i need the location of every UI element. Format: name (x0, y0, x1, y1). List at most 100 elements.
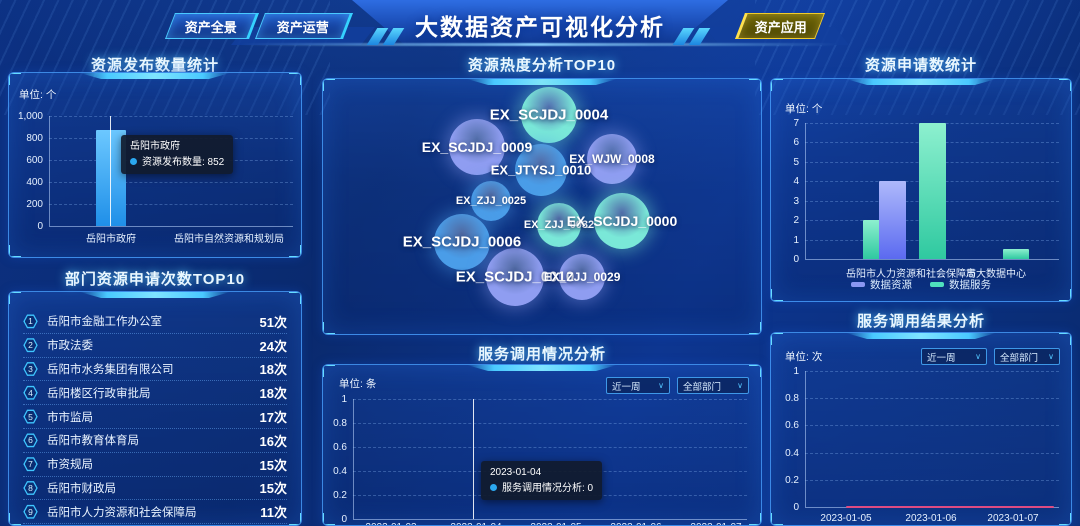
dept-name: 岳阳市金融工作办公室 (47, 316, 162, 329)
bubble-label: EX_SCJDJ_0004 (489, 106, 609, 124)
bar-数据服务-2[interactable] (863, 220, 881, 259)
request-count: 16次 (259, 433, 287, 449)
tooltip-title: 2023-01-04 (490, 467, 542, 478)
x-axis-label: 市大数据中心 (966, 269, 1026, 280)
dept-name: 岳阳市财政局 (47, 482, 116, 495)
legend-item[interactable]: 数据服务 (930, 277, 991, 292)
rank-number: 8 (28, 482, 33, 493)
y-axis-tick: 7 (793, 118, 799, 129)
y-axis-tick: 200 (26, 199, 43, 210)
crosshair-line (110, 116, 111, 226)
x-axis-label: 2023-01-06 (610, 522, 661, 525)
x-axis-line (49, 226, 293, 227)
crosshair-line (473, 399, 474, 519)
bubble-label: EX_SCJDJ_0000 (566, 213, 678, 229)
panel-corner-decoration (9, 292, 21, 304)
list-item: 9 岳阳市人力资源和社会保障局 11次 (23, 500, 287, 525)
y-axis-tick: 0.6 (785, 420, 799, 432)
request-count: 15次 (259, 481, 287, 497)
rank-number: 5 (28, 411, 33, 422)
list-item: 1 岳阳市金融工作办公室 51次 (23, 310, 287, 334)
y-axis-line (805, 371, 806, 507)
dept-name: 岳阳市水务集团有限公司 (47, 363, 174, 376)
y-axis-line (805, 123, 806, 259)
dropdown-value: 近一周 (612, 381, 641, 393)
chevron-down-icon: ∨ (975, 352, 981, 361)
gridline (805, 371, 1059, 372)
y-axis-line (353, 399, 354, 519)
dept-name: 岳阳楼区行政审批局 (47, 387, 151, 400)
panel-notch-decoration (467, 365, 617, 371)
panel-publish-stats: 单位: 个 1,000 800 600 400 200 0 岳阳市政府 岳阳市自然资源和规划局… (8, 72, 302, 258)
bubble-label: EX_ZJJ_0032 (523, 219, 595, 231)
panel-notch-decoration (80, 73, 230, 79)
y-axis-line (49, 116, 50, 226)
time-range-dropdown[interactable]: 近一周 ∨ (921, 348, 987, 365)
panel-notch-decoration (846, 79, 996, 85)
bubble-ex_zjj_0025[interactable] (471, 181, 511, 221)
rank-number: 2 (28, 340, 33, 351)
rank-badge-icon: 1 (23, 314, 38, 329)
panel-title-heat-top10: 资源热度分析TOP10 (467, 57, 617, 74)
gridline (353, 447, 747, 448)
bar-数据服务-0.5[interactable] (1003, 249, 1029, 259)
x-axis-label: 岳阳市自然资源和规划局 (174, 234, 284, 245)
bubble-ex_zjj_0029[interactable] (559, 254, 605, 300)
unit-label: 单位: 个 (785, 103, 823, 115)
legend-item[interactable]: 数据资源 (851, 277, 912, 292)
bubble-ex_scjdj_0000[interactable] (594, 193, 650, 249)
bubble-ex_zjj_0032[interactable] (537, 203, 581, 247)
legend-swatch-icon (930, 282, 944, 287)
panel-corner-decoration (289, 513, 301, 525)
request-count: 18次 (259, 386, 287, 402)
bubble-ex_scjdj_0006[interactable] (434, 214, 490, 270)
panel-title-apply-stats: 资源申请数统计 (864, 57, 977, 74)
bubble-label: EX_SCJDJ_0009 (421, 139, 533, 155)
bubble-ex_scjdj_0010[interactable] (486, 248, 544, 306)
panel-title-publish-stats: 资源发布数量统计 (90, 57, 219, 74)
y-axis-tick: 0.4 (333, 466, 347, 477)
y-axis-tick: 800 (26, 133, 43, 144)
department-dropdown[interactable]: 全部部门 ∨ (994, 348, 1060, 365)
x-axis-label: 2023-01-07 (987, 513, 1039, 524)
dept-name: 岳阳市人力资源和社会保障局 (47, 506, 197, 519)
y-axis-tick: 0 (37, 221, 43, 232)
y-axis-tick: 0.6 (333, 442, 347, 453)
bubble-ex_scjdj_0004[interactable] (521, 87, 577, 143)
time-range-dropdown[interactable]: 近一周 ∨ (606, 377, 670, 394)
panel-title-service-calls: 服务调用情况分析 (477, 346, 606, 363)
y-axis-tick: 0.8 (785, 393, 799, 405)
dept-name: 岳阳市教育体育局 (47, 435, 139, 448)
bubble-ex_scjdj_0009[interactable] (449, 119, 505, 175)
dropdown-value: 近一周 (927, 352, 956, 364)
department-dropdown[interactable]: 全部部门 ∨ (677, 377, 749, 394)
panel-apply-stats: 单位: 个 7 6 5 4 3 2 1 0 岳阳市人力资源和社会保障局 市大数据中心 数据资源 数据服… (770, 78, 1072, 302)
legend-label: 数据服务 (949, 279, 991, 291)
tooltip-value: 服务调用情况分析: 0 (502, 482, 594, 494)
legend-swatch-icon (851, 282, 865, 287)
bar-数据资源-4[interactable] (879, 181, 906, 259)
series-dot-icon (490, 484, 497, 492)
gridline (805, 452, 1059, 454)
x-axis-label: 岳阳市政府 (86, 234, 136, 245)
tooltip-service-calls: 2023-01-04 服务调用情况分析: 0 (481, 461, 603, 500)
y-axis-tick: 0 (341, 514, 347, 525)
bubble-ex_jtysj_0010[interactable] (515, 144, 567, 196)
panel-notch-decoration (80, 292, 230, 298)
gridline (805, 479, 1059, 481)
bubble-ex_wjw_0008[interactable] (587, 134, 637, 184)
tooltip-publish: 岳阳市政府 资源发布数量: 852 (121, 135, 234, 174)
dept-name: 市资规局 (47, 459, 93, 472)
y-axis-tick: 1 (793, 366, 799, 377)
gridline (805, 425, 1059, 427)
bar-数据服务-7[interactable] (919, 123, 946, 259)
y-axis-tick: 1 (793, 234, 799, 246)
chart-legend: 数据资源 数据服务 (771, 277, 1071, 292)
unit-label: 单位: 次 (785, 351, 823, 363)
list-item: 8 岳阳市财政局 15次 (23, 477, 287, 501)
list-item: 2 市政法委 24次 (23, 334, 287, 358)
y-axis-tick: 0.2 (785, 474, 799, 486)
rank-badge-icon: 9 (23, 504, 38, 519)
panel-notch-decoration (467, 79, 617, 85)
